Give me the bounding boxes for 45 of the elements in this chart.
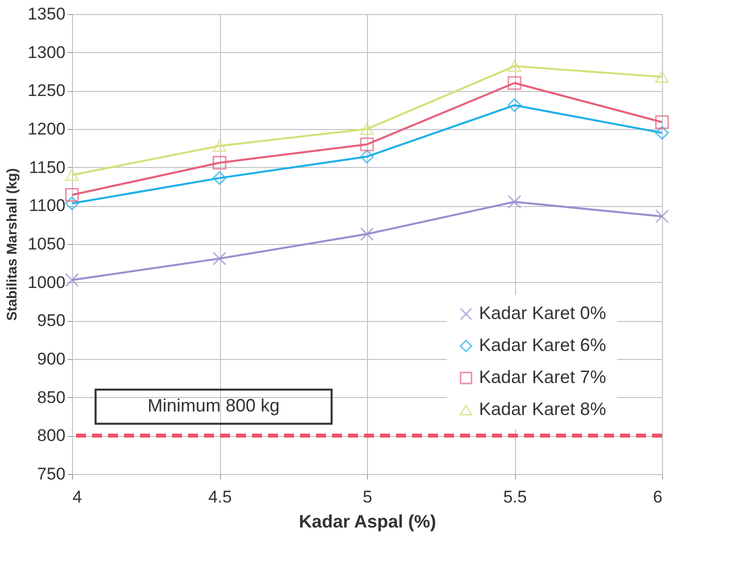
point <box>655 126 669 140</box>
point <box>360 122 374 136</box>
point <box>508 60 522 72</box>
y-tick-label: 1000 <box>28 272 66 292</box>
point <box>508 194 522 209</box>
y-tick-label: 750 <box>37 464 66 484</box>
point <box>655 210 669 224</box>
x-tick-label: 5.5 <box>503 488 527 506</box>
y-tick-label: 1050 <box>28 234 66 254</box>
point <box>65 188 79 202</box>
y-axis-title: Stabilitas Marshall (kg) <box>4 168 20 321</box>
y-tick-label: 1100 <box>28 196 66 216</box>
y-tick-label: 1200 <box>28 120 66 138</box>
point <box>360 137 374 152</box>
y-tick-label: 850 <box>37 388 66 407</box>
ref-line-label: Minimum 800 kg <box>148 396 280 416</box>
point <box>212 171 226 185</box>
legend-label: Kadar Karet 0% <box>479 303 606 323</box>
point <box>212 252 226 266</box>
point <box>508 76 522 90</box>
x-tick-label: 6 <box>653 488 662 506</box>
y-tick-label: 1150 <box>28 158 66 177</box>
x-tick-label: 4 <box>72 488 82 506</box>
point <box>65 196 79 210</box>
point <box>360 150 374 164</box>
point <box>360 227 374 241</box>
x-tick-label: 5 <box>362 488 372 506</box>
x-tick-label: 4.5 <box>208 488 232 506</box>
point <box>212 140 226 152</box>
y-tick-label: 950 <box>37 311 66 330</box>
x-axis-title: Kadar Aspal (%) <box>298 512 436 532</box>
y-tick-label: 900 <box>37 350 66 368</box>
point <box>508 98 522 112</box>
y-tick-label: 1300 <box>28 42 66 62</box>
point <box>65 273 79 287</box>
point <box>65 168 79 182</box>
legend-label: Kadar Karet 6% <box>479 335 606 355</box>
point <box>655 115 669 129</box>
legend-label: Kadar Karet 8% <box>479 399 606 419</box>
y-tick-label: 800 <box>37 426 66 446</box>
point <box>655 70 669 83</box>
y-tick-label: 1350 <box>28 4 66 24</box>
legend-label: Kadar Karet 7% <box>479 367 606 387</box>
y-tick-label: 1250 <box>28 81 66 100</box>
point <box>212 156 226 170</box>
